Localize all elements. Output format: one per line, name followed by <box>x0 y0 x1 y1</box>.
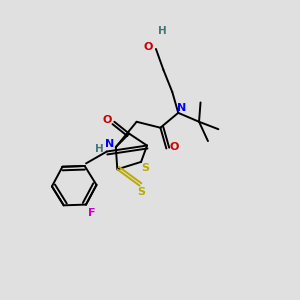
Text: H: H <box>158 26 166 36</box>
Text: F: F <box>88 208 95 218</box>
Text: S: S <box>137 187 145 197</box>
Text: O: O <box>169 142 178 152</box>
Text: O: O <box>144 43 153 52</box>
Text: N: N <box>105 139 114 149</box>
Text: H: H <box>95 143 104 154</box>
Text: O: O <box>102 115 112 125</box>
Text: S: S <box>141 163 149 173</box>
Text: N: N <box>177 103 186 113</box>
